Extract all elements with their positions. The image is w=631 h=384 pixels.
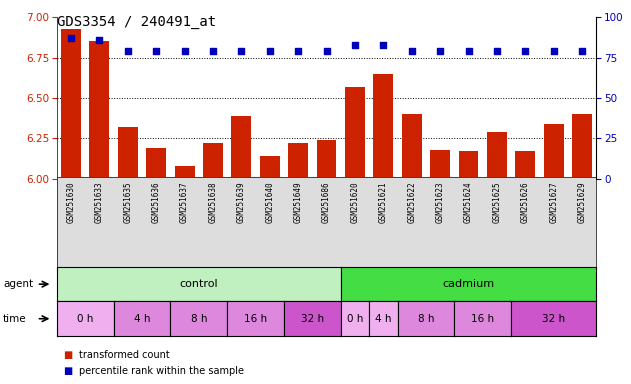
Text: GSM251633: GSM251633 (95, 181, 104, 223)
Text: GSM251622: GSM251622 (407, 181, 416, 223)
Point (179, 48, 189, 54)
Text: 8 h: 8 h (191, 314, 207, 324)
Point (122, 48, 133, 54)
Text: GSM251686: GSM251686 (322, 181, 331, 223)
Text: time: time (3, 314, 27, 324)
Text: 8 h: 8 h (418, 314, 434, 324)
Point (492, 48, 502, 54)
Text: GSM251623: GSM251623 (435, 181, 445, 223)
Text: 32 h: 32 h (301, 314, 324, 324)
Bar (203, 143, 223, 179)
Bar (175, 166, 194, 179)
Text: 4 h: 4 h (375, 314, 392, 324)
Text: 0 h: 0 h (77, 314, 93, 324)
Text: GSM251637: GSM251637 (180, 181, 189, 223)
Text: GSM251640: GSM251640 (265, 181, 274, 223)
Text: 32 h: 32 h (542, 314, 565, 324)
Bar (487, 132, 507, 179)
Text: 0 h: 0 h (347, 314, 363, 324)
Point (463, 48, 473, 54)
Bar (544, 124, 563, 179)
Text: GSM251624: GSM251624 (464, 181, 473, 223)
Bar (572, 114, 592, 179)
Point (435, 48, 445, 54)
Bar (118, 127, 138, 179)
Bar (260, 156, 280, 179)
Bar (317, 140, 336, 179)
Bar (516, 151, 535, 179)
Text: transformed count: transformed count (79, 350, 170, 360)
Text: 4 h: 4 h (134, 314, 150, 324)
Text: GSM251621: GSM251621 (379, 181, 388, 223)
Point (265, 48, 275, 54)
Point (237, 48, 247, 54)
Text: 16 h: 16 h (471, 314, 494, 324)
Point (549, 48, 559, 54)
Text: GSM251638: GSM251638 (208, 181, 218, 223)
Bar (402, 114, 422, 179)
Text: GSM251626: GSM251626 (521, 181, 530, 223)
Point (350, 41, 360, 48)
Text: GSM251639: GSM251639 (237, 181, 246, 223)
Point (151, 48, 162, 54)
Text: GSM251649: GSM251649 (293, 181, 303, 223)
Point (407, 48, 417, 54)
Text: GSM251629: GSM251629 (577, 181, 587, 223)
Bar (288, 143, 308, 179)
Bar (430, 149, 450, 179)
Point (208, 48, 218, 54)
Text: GSM251636: GSM251636 (151, 181, 161, 223)
Bar (345, 87, 365, 179)
Point (95, 37, 105, 43)
Text: GSM251627: GSM251627 (549, 181, 558, 223)
Bar (146, 148, 166, 179)
Text: GSM251620: GSM251620 (350, 181, 360, 223)
Text: GDS3354 / 240491_at: GDS3354 / 240491_at (57, 15, 216, 29)
Point (577, 48, 587, 54)
Text: GSM251625: GSM251625 (492, 181, 502, 223)
Point (293, 48, 303, 54)
Text: agent: agent (3, 279, 33, 289)
Point (322, 48, 332, 54)
Text: 16 h: 16 h (244, 314, 267, 324)
Text: percentile rank within the sample: percentile rank within the sample (79, 366, 244, 376)
Point (66, 35, 76, 41)
Bar (232, 116, 251, 179)
Text: ■: ■ (63, 350, 73, 360)
Bar (374, 74, 393, 179)
Text: GSM251635: GSM251635 (123, 181, 133, 223)
Bar (61, 28, 81, 179)
Text: control: control (179, 279, 218, 289)
Text: cadmium: cadmium (442, 279, 495, 289)
Point (520, 48, 530, 54)
Text: GSM251630: GSM251630 (66, 181, 76, 223)
Bar (90, 41, 109, 179)
Text: ■: ■ (63, 366, 73, 376)
Point (379, 41, 389, 48)
Bar (459, 151, 478, 179)
